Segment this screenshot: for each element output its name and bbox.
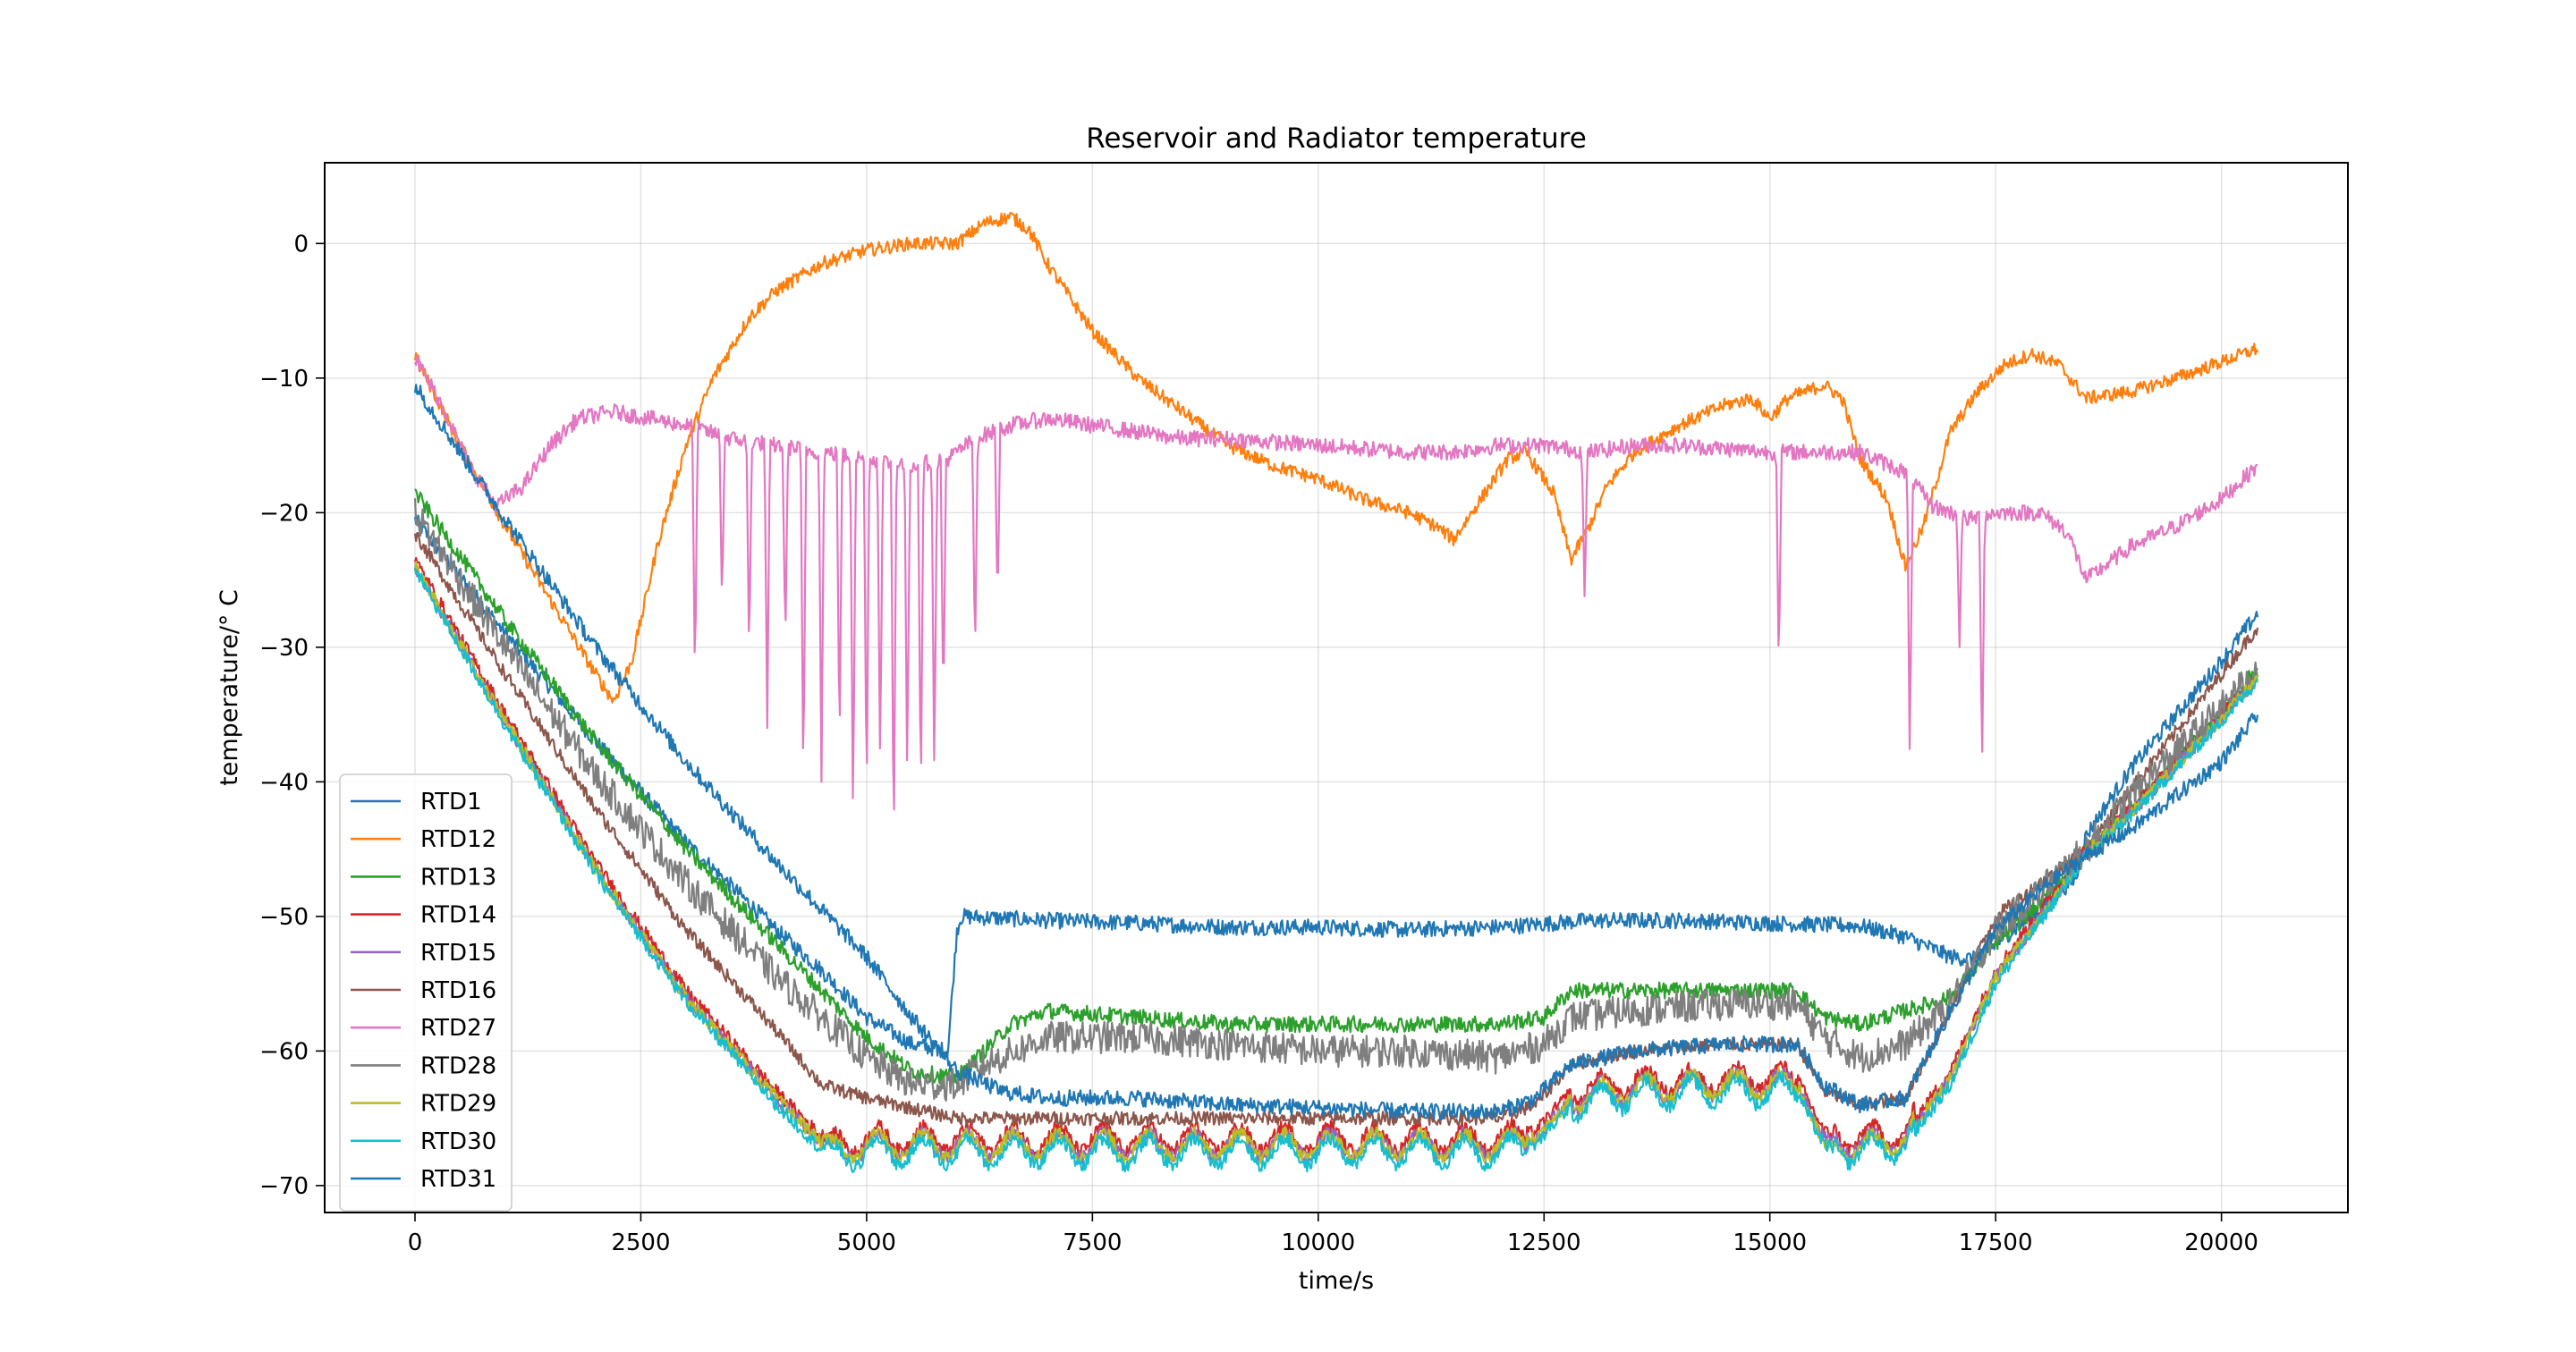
y-tick-label: 0 — [293, 231, 309, 258]
legend-label: RTD1 — [420, 789, 482, 815]
x-tick-label: 0 — [408, 1229, 423, 1256]
chart-title: Reservoir and Radiator temperature — [1086, 123, 1587, 155]
x-tick-label: 20000 — [2184, 1229, 2258, 1256]
legend-label: RTD15 — [420, 940, 496, 967]
legend-label: RTD31 — [420, 1166, 496, 1193]
legend-label: RTD16 — [420, 977, 496, 1004]
y-axis-label: temperature/° C — [216, 589, 243, 786]
plot-frame — [324, 162, 2349, 1213]
legend: RTD1 RTD12 RTD13 RTD14 RTD15 RTD16 RTD27 RTD28 R… — [339, 773, 513, 1213]
series-group — [413, 212, 2259, 1174]
y-tick-label: −20 — [259, 500, 309, 527]
series-line-rtd1 — [413, 514, 2259, 1060]
plot-background — [325, 163, 2348, 1213]
x-tick-label: 15000 — [1733, 1229, 1807, 1256]
legend-label: RTD14 — [420, 902, 496, 929]
x-axis-label: time/s — [1299, 1267, 1374, 1295]
y-tick-label: −70 — [259, 1173, 309, 1200]
legend-label: RTD27 — [420, 1015, 496, 1042]
y-axis: 0 −10 −20 −30 −40 −50 −60 −70 — [259, 231, 325, 1200]
legend-label: RTD12 — [420, 826, 496, 853]
x-tick-label: 17500 — [1959, 1229, 2033, 1256]
grid — [325, 163, 2348, 1213]
legend-label: RTD28 — [420, 1052, 496, 1079]
x-tick-label: 5000 — [837, 1229, 896, 1256]
series-line-rtd31 — [413, 384, 2259, 1120]
x-axis: 0 2500 5000 7500 10000 12500 15000 17500 20000 — [408, 1213, 2258, 1256]
y-tick-label: −50 — [259, 904, 309, 931]
y-tick-label: −40 — [259, 769, 309, 796]
legend-label: RTD30 — [420, 1128, 496, 1155]
series-line-rtd12 — [413, 212, 2259, 704]
legend-box — [339, 773, 513, 1213]
x-tick-label: 10000 — [1281, 1229, 1355, 1256]
y-tick-label: −10 — [259, 366, 309, 393]
series-line-rtd28 — [413, 498, 2259, 1102]
y-tick-label: −60 — [259, 1038, 309, 1065]
legend-label: RTD29 — [420, 1091, 496, 1118]
series-line-rtd30 — [413, 567, 2258, 1174]
x-tick-label: 7500 — [1063, 1229, 1122, 1256]
x-tick-label: 12500 — [1507, 1229, 1581, 1256]
legend-label: RTD13 — [420, 864, 496, 891]
y-tick-label: −30 — [259, 635, 309, 662]
series-line-rtd27 — [413, 355, 2258, 811]
x-tick-label: 2500 — [611, 1229, 670, 1256]
